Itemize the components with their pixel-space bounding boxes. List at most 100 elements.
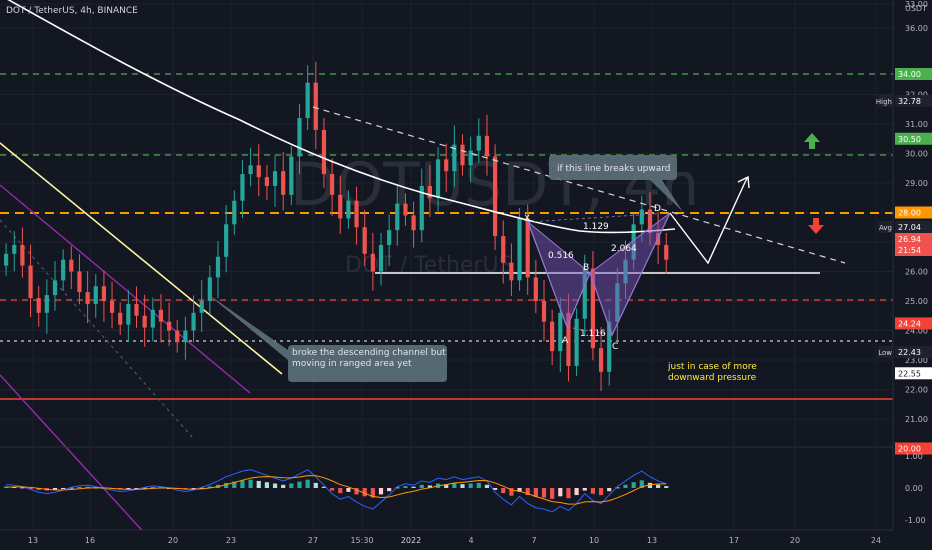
time-axis[interactable]: [0, 530, 932, 550]
candle-body: [20, 244, 25, 266]
candle-body: [126, 303, 131, 325]
macd-bar: [142, 487, 147, 489]
time-tick-label: 20: [168, 536, 178, 545]
macd-bar: [264, 482, 269, 488]
candle-body: [411, 215, 416, 231]
macd-bar: [378, 488, 384, 495]
channel-mid-line: [0, 142, 283, 375]
macd-bar: [639, 480, 644, 488]
macd-bar: [598, 488, 604, 496]
macd-bar: [476, 482, 481, 488]
macd-bar: [468, 483, 473, 488]
macd-bar: [305, 479, 310, 488]
macd-bar: [566, 488, 571, 499]
candle-body: [615, 283, 620, 322]
price-tag-label: 27.04: [898, 223, 921, 232]
macd-bar: [533, 488, 538, 497]
candle-body: [69, 259, 74, 272]
projection-path: [669, 175, 750, 265]
candle-body: [631, 224, 636, 260]
price-tag-name: Avg: [879, 224, 892, 232]
macd-bar: [395, 487, 400, 489]
note-channel-break[interactable]: broke the descending channel but moving …: [205, 292, 447, 382]
macd-bar: [607, 488, 612, 492]
macd-signal-line: [6, 475, 667, 505]
macd-bar: [330, 488, 335, 491]
macd-bar: [419, 484, 424, 488]
price-tag-label: 22.55: [898, 369, 921, 378]
price-axis[interactable]: [893, 0, 932, 550]
candle-body: [44, 295, 49, 313]
price-tag-label: 24.24: [898, 319, 921, 328]
pattern-point-c: C: [612, 342, 618, 352]
candle-body: [305, 82, 310, 119]
candle-body: [517, 218, 522, 281]
candle-body: [403, 203, 408, 216]
macd-bar: [346, 488, 351, 492]
candle-body: [207, 277, 212, 301]
candle-body: [370, 253, 375, 272]
macd-bar: [321, 486, 327, 488]
candle-body: [550, 321, 555, 352]
macd-bar: [272, 483, 278, 488]
macd-bar: [493, 488, 498, 490]
candle-body: [215, 256, 221, 278]
macd-ticks: 1.00 0.00 -1.00: [905, 452, 926, 525]
macd-bar: [411, 486, 416, 488]
macd-bar: [574, 488, 579, 496]
descending-trendline[interactable]: [312, 106, 846, 264]
macd-bar: [517, 488, 522, 492]
macd-bar: [134, 488, 139, 489]
macd-bar: [460, 484, 465, 488]
channel-lower-line: [0, 374, 161, 550]
time-tick-label: 27: [308, 536, 318, 545]
price-tick-label: 25.00: [905, 297, 928, 306]
macd-bar: [248, 479, 253, 488]
price-tick-label: 31.00: [905, 120, 928, 129]
macd-bar: [615, 487, 620, 489]
macd-bar: [590, 488, 595, 494]
price-tag-label: 30.50: [898, 135, 921, 144]
macd-tick-label: 0.00: [905, 484, 923, 493]
candle-body: [118, 312, 123, 325]
candle-body: [427, 185, 432, 198]
price-tick-label: 22.00: [905, 386, 928, 395]
candle-body: [256, 165, 261, 178]
horizontal-levels[interactable]: [0, 73, 893, 400]
candle-body: [297, 118, 302, 157]
ratio-label-xab: 0.516: [548, 251, 574, 261]
ratio-label-bcd: 2.064: [611, 244, 637, 254]
price-tag-bg: [895, 95, 932, 107]
descending-channel[interactable]: [0, 142, 283, 550]
candle-body: [175, 330, 180, 343]
note-downward-text: just in case of more downward pressure: [668, 362, 757, 383]
time-tick-label: 24: [871, 536, 881, 545]
macd-tick-label: -1.00: [905, 516, 926, 525]
candle-body: [61, 259, 66, 281]
candle-body: [476, 135, 481, 151]
price-tags: 34.00 32.78 High 30.50 28.00 27.04 Avg 26.94 21:…: [876, 68, 932, 455]
price-tag-label: 28.00: [898, 209, 921, 218]
candle-body: [378, 244, 384, 272]
price-tag-bg: [895, 442, 932, 455]
macd-bar: [444, 484, 449, 488]
price-tag-label: 32.78: [898, 97, 921, 106]
candle-body: [232, 200, 237, 225]
pattern-point-x: X: [524, 214, 530, 224]
time-tick-label: 17: [729, 536, 739, 545]
macd-bar: [52, 488, 58, 490]
candle-body: [346, 200, 351, 219]
harmonic-xb: [527, 221, 591, 274]
candle-body: [582, 268, 587, 319]
macd-bar: [150, 487, 155, 489]
note-upward-break[interactable]: if this line breaks upward: [549, 155, 683, 212]
candle-body: [36, 298, 41, 313]
macd-bar: [427, 485, 432, 488]
macd-bar: [623, 484, 628, 488]
candle-body: [493, 156, 498, 237]
time-tick-label: 7: [531, 536, 536, 545]
candle-body: [150, 309, 155, 328]
harmonic-pattern: X A B C D 0.516 1.129 2.064 1.116: [524, 204, 671, 352]
candle-body: [664, 244, 669, 260]
